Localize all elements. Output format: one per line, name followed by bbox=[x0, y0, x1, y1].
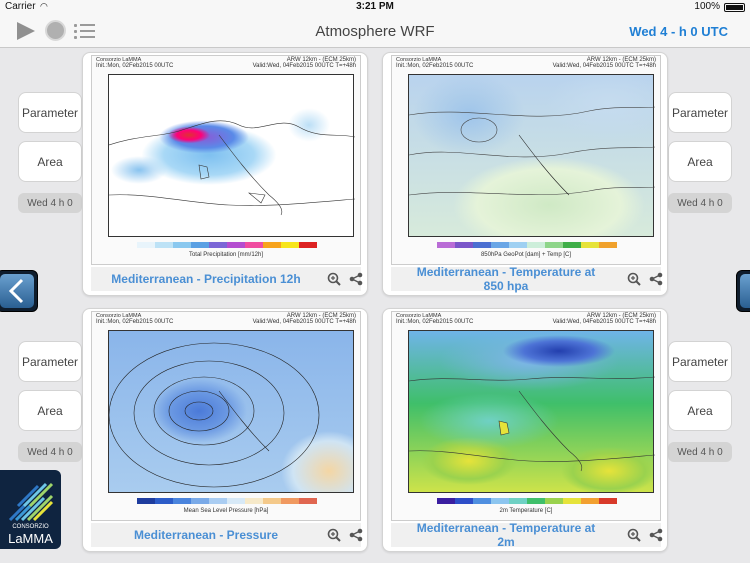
wifi-icon: ◠ bbox=[40, 1, 48, 11]
map-step: T=+48h bbox=[335, 319, 356, 325]
map-plot bbox=[108, 74, 355, 237]
time-badge-left-bottom[interactable]: Wed 4 h 0 bbox=[18, 442, 82, 462]
map-source: Consorzio LaMMA bbox=[96, 313, 142, 319]
precipitation-map[interactable]: Consorzio LaMMA Init.:Mon, 02Feb2015 00UT… bbox=[91, 55, 361, 265]
map-label-text: Mediterranean - Precipitation 12h bbox=[111, 272, 301, 286]
map-valid: Valid:Wed, 04Feb2015 00UTC bbox=[252, 63, 334, 69]
pressure-map[interactable]: Consorzio LaMMA Init.:Mon, 02Feb2015 00UT… bbox=[91, 311, 361, 521]
clock: 3:21 PM bbox=[356, 1, 394, 12]
page-title: Atmosphere WRF bbox=[315, 23, 435, 40]
map-model: ARW 12km - (ECM 25km) bbox=[286, 57, 356, 63]
map-card-precipitation[interactable]: Consorzio LaMMA Init.:Mon, 02Feb2015 00UT… bbox=[82, 52, 368, 296]
logo-subtitle: CONSORZIO bbox=[12, 524, 49, 530]
time-badge-left-top[interactable]: Wed 4 h 0 bbox=[18, 193, 82, 213]
area-button-left-bottom[interactable]: Area bbox=[18, 390, 82, 431]
battery-icon bbox=[724, 3, 745, 12]
map-model: ARW 12km - (ECM 25km) bbox=[586, 313, 656, 319]
temp2m-map[interactable]: Consorzio LaMMA Init.:Mon, 02Feb2015 00UT… bbox=[391, 311, 661, 521]
parameter-button-right-top[interactable]: Parameter bbox=[668, 92, 732, 133]
status-bar: Carrier ◠ 3:21 PM 100% bbox=[0, 0, 750, 14]
map-plot bbox=[408, 74, 655, 237]
chevron-left-icon bbox=[0, 274, 34, 308]
map-step: T=+48h bbox=[335, 63, 356, 69]
map-valid: Valid:Wed, 04Feb2015 00UTC bbox=[552, 63, 634, 69]
map-model: ARW 12km - (ECM 25km) bbox=[586, 57, 656, 63]
parameter-button-left-bottom[interactable]: Parameter bbox=[18, 341, 82, 382]
map-valid: Valid:Wed, 04Feb2015 00UTC bbox=[552, 319, 634, 325]
map-plot bbox=[108, 330, 354, 493]
zoom-icon[interactable] bbox=[627, 528, 641, 542]
map-caption: Mean Sea Level Pressure [hPa] bbox=[183, 508, 269, 514]
next-button[interactable] bbox=[736, 270, 750, 312]
map-caption: 850hPa GeoPot [dam] + Temp [C] bbox=[480, 252, 572, 258]
map-init: Init.:Mon, 02Feb2015 00UTC bbox=[96, 319, 174, 325]
play-icon[interactable] bbox=[17, 22, 35, 40]
map-card-temp2m[interactable]: Consorzio LaMMA Init.:Mon, 02Feb2015 00UT… bbox=[382, 308, 668, 552]
zoom-icon[interactable] bbox=[627, 272, 641, 286]
color-scale bbox=[137, 498, 317, 504]
map-caption: Total Precipitation [mm/12h] bbox=[188, 252, 264, 258]
chevron-right-icon bbox=[740, 274, 750, 308]
map-source: Consorzio LaMMA bbox=[396, 313, 442, 319]
map-label: Mediterranean - Temperature at 2m bbox=[391, 521, 663, 549]
battery-percent: 100% bbox=[694, 1, 720, 12]
map-label: Mediterranean - Pressure bbox=[91, 523, 363, 547]
zoom-icon[interactable] bbox=[327, 272, 341, 286]
carrier-label: Carrier bbox=[5, 1, 36, 12]
map-label: Mediterranean - Temperature at 850 hpa bbox=[391, 265, 663, 293]
parameter-button-left-top[interactable]: Parameter bbox=[18, 92, 82, 133]
parameter-button-right-bottom[interactable]: Parameter bbox=[668, 341, 732, 382]
map-step: T=+48h bbox=[635, 319, 656, 325]
map-plot bbox=[408, 330, 655, 493]
record-icon[interactable] bbox=[45, 20, 66, 41]
map-label: Mediterranean - Precipitation 12h bbox=[91, 267, 363, 291]
map-valid: Valid:Wed, 04Feb2015 00UTC bbox=[252, 319, 334, 325]
map-label-text: Mediterranean - Temperature at 850 hpa bbox=[416, 265, 596, 293]
lamma-logo: CONSORZIO LaMMA bbox=[0, 470, 61, 549]
map-step: T=+48h bbox=[635, 63, 656, 69]
color-scale bbox=[437, 242, 617, 248]
area-button-right-top[interactable]: Area bbox=[668, 141, 732, 182]
share-icon[interactable] bbox=[649, 528, 663, 542]
time-badge-right-top[interactable]: Wed 4 h 0 bbox=[668, 193, 732, 213]
lamma-logo-icon bbox=[8, 482, 54, 522]
area-button-left-top[interactable]: Area bbox=[18, 141, 82, 182]
logo-name: LaMMA bbox=[8, 531, 53, 546]
temp850-map[interactable]: Consorzio LaMMA Init.:Mon, 02Feb2015 00UT… bbox=[391, 55, 661, 265]
map-source: Consorzio LaMMA bbox=[396, 57, 442, 63]
color-scale bbox=[437, 498, 617, 504]
area-button-right-bottom[interactable]: Area bbox=[668, 390, 732, 431]
map-init: Init.:Mon, 02Feb2015 00UTC bbox=[396, 63, 474, 69]
map-init: Init.:Mon, 02Feb2015 00UTC bbox=[96, 63, 174, 69]
date-selector[interactable]: Wed 4 - h 0 UTC bbox=[629, 24, 728, 39]
list-icon[interactable] bbox=[74, 23, 95, 39]
map-source: Consorzio LaMMA bbox=[96, 57, 142, 63]
previous-button[interactable] bbox=[0, 270, 38, 312]
map-card-pressure[interactable]: Consorzio LaMMA Init.:Mon, 02Feb2015 00UT… bbox=[82, 308, 368, 552]
navigation-bar: Atmosphere WRF Wed 4 - h 0 UTC bbox=[0, 14, 750, 48]
map-card-temp850[interactable]: Consorzio LaMMA Init.:Mon, 02Feb2015 00UT… bbox=[382, 52, 668, 296]
map-caption: 2m Temperature [C] bbox=[499, 508, 553, 514]
share-icon[interactable] bbox=[349, 272, 363, 286]
share-icon[interactable] bbox=[649, 272, 663, 286]
map-model: ARW 12km - (ECM 25km) bbox=[286, 313, 356, 319]
map-label-text: Mediterranean - Temperature at 2m bbox=[416, 521, 596, 549]
map-init: Init.:Mon, 02Feb2015 00UTC bbox=[396, 319, 474, 325]
map-label-text: Mediterranean - Pressure bbox=[133, 528, 279, 542]
color-scale bbox=[137, 242, 317, 248]
share-icon[interactable] bbox=[349, 528, 363, 542]
zoom-icon[interactable] bbox=[327, 528, 341, 542]
time-badge-right-bottom[interactable]: Wed 4 h 0 bbox=[668, 442, 732, 462]
